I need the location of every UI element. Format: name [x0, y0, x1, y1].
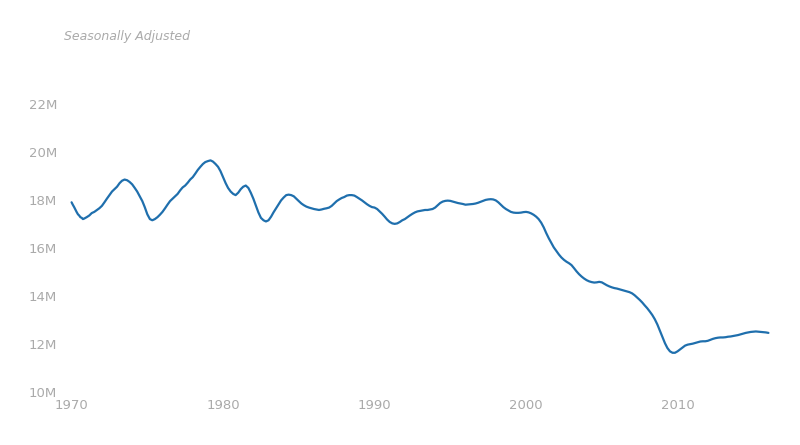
Text: Seasonally Adjusted: Seasonally Adjusted	[64, 30, 190, 43]
